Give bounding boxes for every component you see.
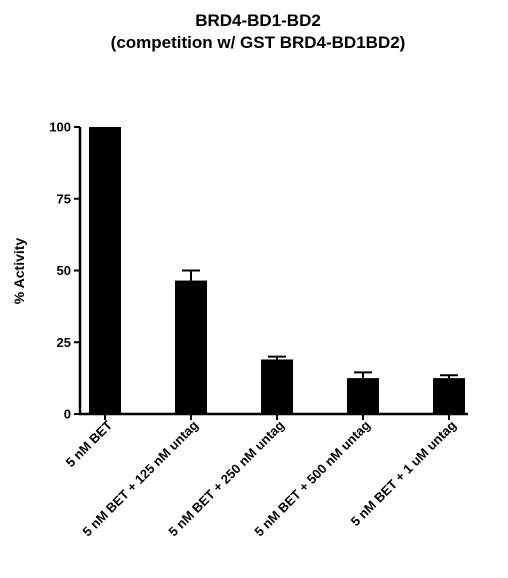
bar-4 [347,378,379,414]
x-tick-label-1: 5 nM BET [63,417,116,470]
bars-group [89,127,465,414]
y-tick-label-50: 50 [57,263,71,278]
y-tick-label-75: 75 [57,191,71,206]
bar-2 [175,280,207,414]
y-tick-label-100: 100 [49,120,71,135]
error-bars-group [182,269,458,379]
y-axis: 0 25 50 75 100 [49,120,82,422]
chart-subtitle: (competition w/ GST BRD4-BD1BD2) [111,33,406,52]
bar-5 [433,378,465,414]
y-axis-label: % Activity [11,238,27,305]
y-tick-label-25: 25 [57,335,71,350]
chart-title: BRD4-BD1-BD2 [195,11,321,30]
bar-3 [261,359,293,414]
y-tick-label-0: 0 [64,407,71,422]
bar-1 [89,127,121,414]
